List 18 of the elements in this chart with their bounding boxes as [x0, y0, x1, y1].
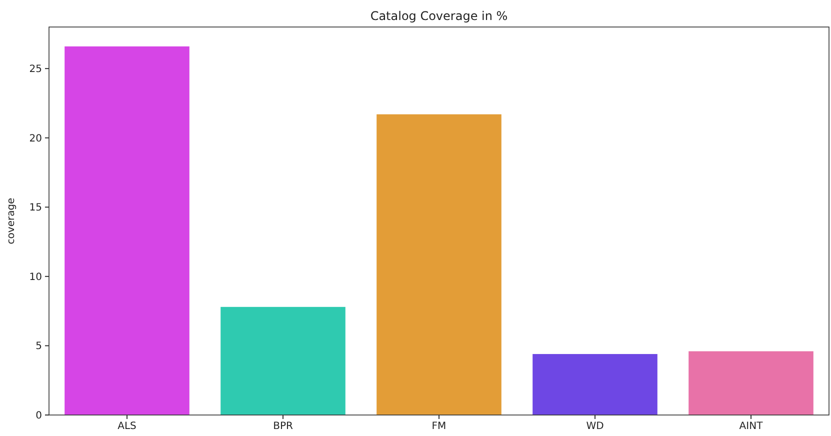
bar: [532, 354, 658, 415]
x-tick-label: BPR: [273, 421, 293, 432]
bar: [64, 46, 190, 415]
y-tick-label: 0: [36, 410, 42, 422]
chart-title: Catalog Coverage in %: [370, 9, 508, 23]
y-tick-label: 10: [29, 272, 42, 283]
x-tick-label: AINT: [739, 421, 764, 432]
x-tick-label: FM: [432, 421, 446, 432]
y-tick-label: 15: [29, 202, 42, 214]
bar: [376, 114, 502, 415]
bar: [220, 306, 346, 415]
bar: [688, 351, 814, 415]
x-tick-label: WD: [586, 421, 604, 432]
x-tick-label: ALS: [118, 421, 136, 432]
y-tick-label: 20: [29, 133, 42, 144]
y-axis-title: coverage: [6, 198, 17, 244]
y-tick-label: 5: [36, 341, 42, 352]
y-tick-label: 25: [29, 64, 42, 76]
